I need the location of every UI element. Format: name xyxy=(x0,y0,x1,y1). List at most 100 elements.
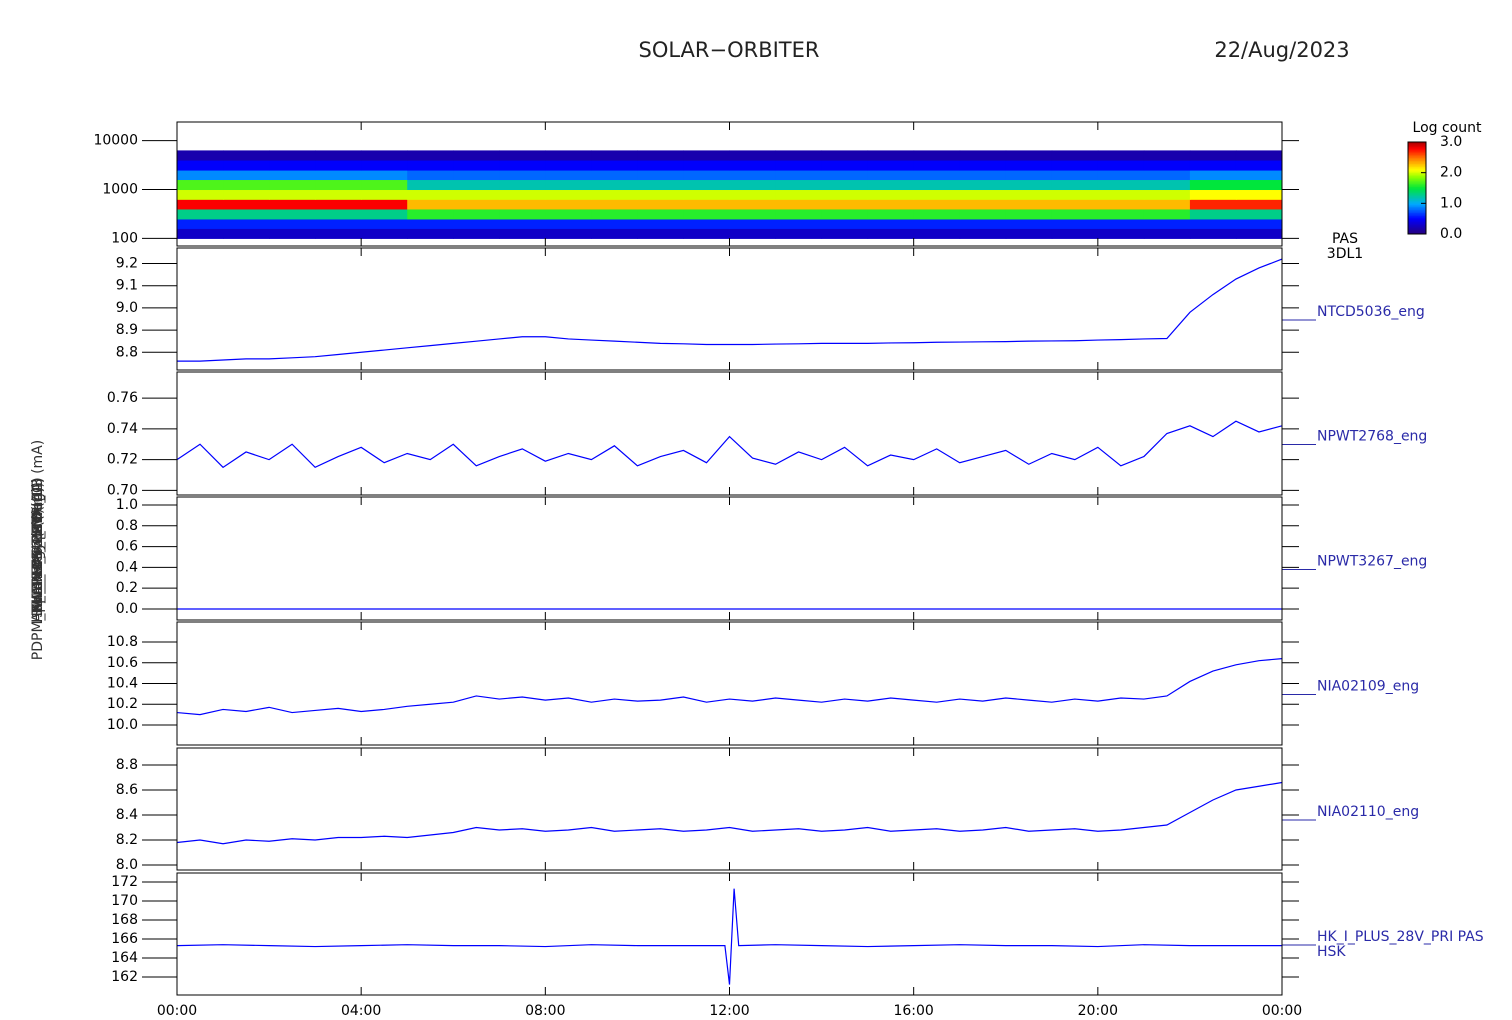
heatmap-cell xyxy=(223,160,270,171)
heatmap-cell xyxy=(1097,199,1145,210)
heatmap-cell xyxy=(223,189,270,200)
heatmap-cell xyxy=(959,179,1007,191)
heatmap-cell xyxy=(1189,218,1237,229)
series-name: NIA02109_eng xyxy=(1317,679,1419,695)
heatmap-cell xyxy=(637,218,684,229)
heatmap-cell xyxy=(361,170,408,181)
heatmap-cell xyxy=(591,228,638,239)
y-tick-label: 10000 xyxy=(93,133,138,149)
heatmap-cell xyxy=(223,150,270,161)
heatmap-cell xyxy=(269,208,316,220)
y-tick-label: 8.8 xyxy=(116,344,138,360)
heatmap-cell xyxy=(1051,160,1099,171)
y-tick-label: 8.4 xyxy=(116,807,138,823)
heatmap-cell xyxy=(453,189,500,200)
y-axis-label: PDPM_HK_IMON_PCDU_LB (mA) xyxy=(30,440,46,660)
colorbar-swatch xyxy=(1408,220,1426,223)
heatmap-cell xyxy=(1051,199,1099,210)
y-axis-label: SWA_EAS2_TH (C) xyxy=(30,487,46,613)
heatmap-cell xyxy=(1235,160,1283,171)
heatmap-cell xyxy=(545,208,592,220)
heatmap-cell xyxy=(729,199,777,210)
colorbar-swatch xyxy=(1408,209,1426,212)
heatmap-cell xyxy=(913,218,961,229)
colorbar-swatch xyxy=(1408,211,1426,214)
heatmap-cell xyxy=(177,199,224,210)
series-name: NTCD5036_eng xyxy=(1317,304,1425,320)
y-tick-label: 0.0 xyxy=(116,601,138,617)
heatmap-cell xyxy=(1189,170,1237,181)
colorbar-swatch xyxy=(1408,207,1426,210)
heatmap-cell xyxy=(499,218,546,229)
heatmap-cell xyxy=(637,228,684,239)
heatmap-cell xyxy=(361,208,408,220)
colorbar-tick-label: 1.0 xyxy=(1440,195,1462,211)
heatmap-cell xyxy=(407,218,454,229)
colorbar-swatch xyxy=(1408,218,1426,221)
heatmap-cell xyxy=(1005,150,1053,161)
y-tick-label: 1000 xyxy=(102,182,138,198)
heatmap-cell xyxy=(729,208,777,220)
y-tick-label: 10.8 xyxy=(107,634,138,650)
heatmap-cell xyxy=(1051,208,1099,220)
colorbar-swatch xyxy=(1408,178,1426,181)
heatmap-cell xyxy=(1097,208,1145,220)
colorbar-swatch xyxy=(1408,143,1426,146)
heatmap-cell xyxy=(1097,160,1145,171)
x-tick-label: 00:00 xyxy=(1262,1003,1302,1019)
heatmap-cell xyxy=(591,189,638,200)
chart-title: SOLAR−ORBITER xyxy=(638,38,819,62)
heatmap-cell xyxy=(315,199,362,210)
heatmap-cell xyxy=(637,179,684,191)
heatmap-cell xyxy=(223,228,270,239)
heatmap-cell xyxy=(315,189,362,200)
colorbar-swatch xyxy=(1408,203,1426,206)
heatmap-cell xyxy=(453,208,500,220)
heatmap-cell xyxy=(545,228,592,239)
colorbar-swatch xyxy=(1408,226,1426,229)
heatmap-cell xyxy=(499,150,546,161)
heatmap-cell xyxy=(1235,170,1283,181)
heatmap-cell xyxy=(315,150,362,161)
heatmap-cell xyxy=(1235,228,1283,239)
heatmap-cell xyxy=(499,199,546,210)
heatmap-cell xyxy=(1051,228,1099,239)
colorbar-swatch xyxy=(1408,189,1426,192)
heatmap-cell xyxy=(407,199,454,210)
heatmap-cell xyxy=(499,228,546,239)
y-tick-label: 9.2 xyxy=(116,256,138,272)
heatmap-cell xyxy=(775,189,823,200)
colorbar-swatch xyxy=(1408,145,1426,148)
colorbar-swatch xyxy=(1408,183,1426,186)
y-tick-label: 1.0 xyxy=(116,497,138,513)
heatmap-cell xyxy=(683,160,730,171)
heatmap-cell xyxy=(407,150,454,161)
heatmap-cell xyxy=(637,170,684,181)
heatmap-cell xyxy=(1189,179,1237,191)
heatmap-cell xyxy=(315,160,362,171)
heatmap-cell xyxy=(1143,179,1191,191)
colorbar-swatch xyxy=(1408,206,1426,209)
colorbar-swatch xyxy=(1408,157,1426,160)
heatmap-cell xyxy=(545,160,592,171)
x-tick-label: 08:00 xyxy=(525,1003,565,1019)
heatmap-cell xyxy=(453,218,500,229)
heatmap-cell xyxy=(1005,160,1053,171)
heatmap-cell xyxy=(453,170,500,181)
heatmap-cell xyxy=(407,170,454,181)
heatmap-cell xyxy=(453,160,500,171)
heatmap-cell xyxy=(1097,218,1145,229)
heatmap-cell xyxy=(775,170,823,181)
heatmap-cell xyxy=(729,189,777,200)
heatmap-cell xyxy=(1235,208,1283,220)
colorbar-swatch xyxy=(1408,181,1426,184)
colorbar-swatch xyxy=(1408,224,1426,227)
colorbar-swatch xyxy=(1408,172,1426,175)
heatmap-cell xyxy=(315,218,362,229)
heatmap-cell xyxy=(821,179,869,191)
y-tick-label: 9.0 xyxy=(116,300,138,316)
colorbar-swatch xyxy=(1408,155,1426,158)
y-axis-label: THERM_MCA (mA) xyxy=(30,487,46,615)
heatmap-cell xyxy=(959,199,1007,210)
colorbar-swatch xyxy=(1408,166,1426,169)
